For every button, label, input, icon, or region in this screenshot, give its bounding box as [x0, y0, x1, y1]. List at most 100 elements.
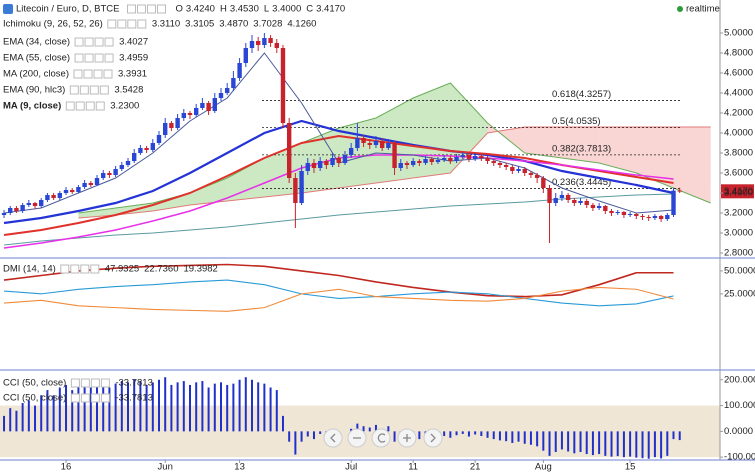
- candle-body: [150, 143, 156, 150]
- quote-value: 3.4000: [272, 4, 301, 15]
- candle-body: [144, 148, 149, 150]
- candle-body: [441, 158, 447, 160]
- legend-value: 3.5428: [114, 85, 143, 96]
- candle-body: [286, 123, 292, 178]
- legend-control[interactable]: [69, 85, 79, 95]
- candle-body: [243, 48, 248, 63]
- legend-value: 3.4870: [219, 19, 248, 30]
- candle-body: [596, 206, 602, 208]
- candle-body: [565, 195, 571, 200]
- candle-body: [392, 143, 397, 168]
- candle-body: [255, 41, 261, 45]
- candle-body: [82, 183, 87, 187]
- candle-body: [671, 190, 676, 215]
- quote-label: C: [306, 4, 313, 15]
- quote-value: 3.4240: [186, 4, 215, 15]
- legend-label: EMA (90, hlc3): [3, 85, 65, 96]
- legend-control[interactable]: [74, 53, 84, 63]
- candle-body: [280, 48, 286, 123]
- legend-control[interactable]: [79, 85, 89, 95]
- fib-label: 0.618(4.3257): [552, 89, 611, 100]
- legend-control[interactable]: [127, 19, 137, 29]
- legend-label: EMA (34, close): [3, 37, 70, 48]
- candle-body: [417, 161, 422, 163]
- legend-control[interactable]: [107, 19, 117, 29]
- legend-value: 3.4027: [119, 37, 148, 48]
- x-tick-label: Aug: [535, 462, 552, 473]
- legend-value: 3.3931: [118, 69, 147, 80]
- legend-control[interactable]: [60, 264, 70, 274]
- candle-body: [491, 161, 496, 163]
- candle-body: [45, 195, 50, 200]
- candle-body: [218, 93, 224, 98]
- legend-control[interactable]: [70, 393, 80, 403]
- legend-control[interactable]: [100, 378, 110, 388]
- legend-control[interactable]: [136, 4, 146, 14]
- candle-body: [101, 173, 106, 178]
- candle-body: [367, 143, 372, 145]
- legend-control[interactable]: [80, 378, 90, 388]
- candle-body: [665, 215, 670, 219]
- legend-control[interactable]: [70, 378, 80, 388]
- candle-body: [590, 205, 596, 208]
- legend-control[interactable]: [126, 4, 136, 14]
- cloud-span: [78, 126, 711, 219]
- legend-control[interactable]: [90, 378, 100, 388]
- candle-body: [63, 190, 69, 193]
- candle-body: [373, 141, 379, 145]
- legend-control[interactable]: [84, 53, 94, 63]
- y-tick-label: 3.6000: [724, 168, 753, 179]
- legend-control[interactable]: [146, 4, 156, 14]
- legend-value: 47.9325: [105, 264, 139, 275]
- legend-control[interactable]: [73, 69, 83, 79]
- zoom-button[interactable]: [323, 428, 343, 448]
- cloud-segment: [524, 127, 562, 158]
- legend-control[interactable]: [74, 37, 84, 47]
- price-tag: [721, 184, 754, 199]
- legend-control[interactable]: [80, 264, 90, 274]
- legend-control[interactable]: [83, 69, 93, 79]
- candle-body: [454, 157, 459, 161]
- candle-body: [181, 113, 186, 118]
- legend-control[interactable]: [94, 53, 104, 63]
- cloud-segment: [227, 158, 265, 201]
- legend-control[interactable]: [84, 37, 94, 47]
- x-tick-label: 15: [625, 462, 636, 473]
- legend-control[interactable]: [137, 19, 147, 29]
- cloud-segment: [673, 127, 711, 203]
- legend-control[interactable]: [70, 264, 80, 274]
- legend-control[interactable]: [89, 85, 99, 95]
- legend-control[interactable]: [90, 264, 100, 274]
- legend-control[interactable]: [75, 101, 85, 111]
- candle-body: [268, 38, 273, 43]
- legend-control[interactable]: [100, 393, 110, 403]
- legend-control[interactable]: [85, 101, 95, 111]
- legend-control[interactable]: [65, 101, 75, 111]
- legend-control[interactable]: [156, 4, 166, 14]
- candle-body: [615, 212, 620, 213]
- legend-control[interactable]: [117, 19, 127, 29]
- indicator-line: [3, 119, 674, 225]
- legend-control[interactable]: [94, 37, 104, 47]
- legend-control[interactable]: [103, 69, 113, 79]
- legend-control[interactable]: [95, 101, 105, 111]
- legend-control[interactable]: [93, 69, 103, 79]
- legend-control[interactable]: [99, 85, 109, 95]
- legend-control[interactable]: [90, 393, 100, 403]
- candle-body: [472, 156, 478, 159]
- legend-control[interactable]: [80, 393, 90, 403]
- chart-title: Litecoin / Euro, D, BTCE: [16, 4, 119, 15]
- candle-body: [206, 103, 211, 111]
- candle-body: [70, 190, 75, 192]
- candle-body: [584, 201, 589, 205]
- zoom-button[interactable]: [371, 428, 391, 448]
- legend-value: 3.2300: [110, 101, 139, 112]
- legend-control[interactable]: [104, 53, 114, 63]
- zoom-button[interactable]: [423, 428, 443, 448]
- legend-control[interactable]: [104, 37, 114, 47]
- candle-body: [175, 118, 180, 128]
- y-tick-label: 3.4000: [724, 188, 753, 199]
- y-tick-label: 2.8000: [724, 248, 753, 259]
